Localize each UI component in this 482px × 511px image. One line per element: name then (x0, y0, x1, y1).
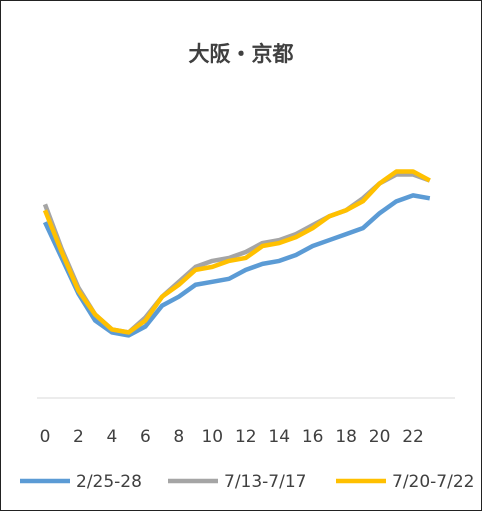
x-tick-label: 18 (335, 427, 357, 447)
x-tick-label: 8 (173, 427, 184, 447)
x-tick-label: 10 (201, 427, 223, 447)
series-line (42, 169, 431, 335)
series-line (42, 193, 431, 338)
x-tick-label: 14 (268, 427, 290, 447)
x-tick-label: 20 (369, 427, 391, 447)
legend-label: 7/20-7/22 (392, 472, 475, 492)
legend-label: 7/13-7/17 (224, 472, 307, 492)
x-tick-label: 6 (140, 427, 151, 447)
x-tick-label: 12 (235, 427, 257, 447)
x-tick-label: 4 (107, 427, 118, 447)
legend-label: 2/25-28 (76, 472, 142, 492)
x-tick-label: 16 (302, 427, 324, 447)
x-tick-label: 22 (402, 427, 424, 447)
x-tick-label: 0 (40, 427, 51, 447)
x-tick-label: 2 (73, 427, 84, 447)
chart-title: 大阪・京都 (189, 42, 294, 66)
